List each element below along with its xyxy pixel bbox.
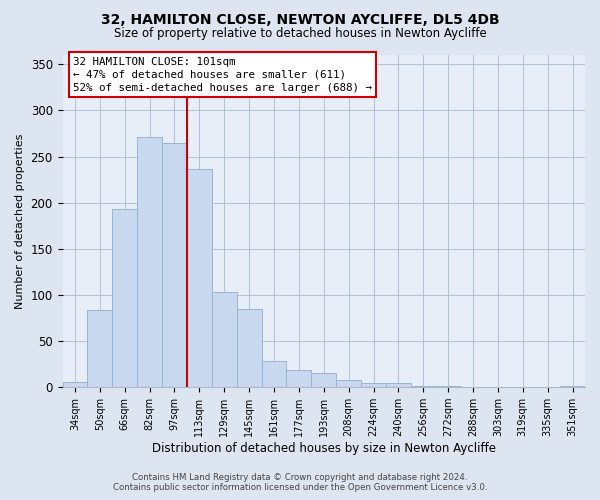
Bar <box>262 362 286 387</box>
Text: Contains HM Land Registry data © Crown copyright and database right 2024.
Contai: Contains HM Land Registry data © Crown c… <box>113 473 487 492</box>
Bar <box>212 292 236 387</box>
Text: 32, HAMILTON CLOSE, NEWTON AYCLIFFE, DL5 4DB: 32, HAMILTON CLOSE, NEWTON AYCLIFFE, DL5… <box>101 12 499 26</box>
Text: Size of property relative to detached houses in Newton Aycliffe: Size of property relative to detached ho… <box>113 26 487 40</box>
Y-axis label: Number of detached properties: Number of detached properties <box>15 134 25 309</box>
Bar <box>112 209 137 387</box>
Bar <box>62 382 88 387</box>
Text: 32 HAMILTON CLOSE: 101sqm
← 47% of detached houses are smaller (611)
52% of semi: 32 HAMILTON CLOSE: 101sqm ← 47% of detac… <box>73 56 372 93</box>
Bar <box>236 309 262 387</box>
Bar <box>162 142 187 387</box>
Bar <box>411 386 436 387</box>
Bar <box>286 370 311 387</box>
Bar <box>137 137 162 387</box>
Bar <box>88 310 112 387</box>
Bar <box>361 382 386 387</box>
X-axis label: Distribution of detached houses by size in Newton Aycliffe: Distribution of detached houses by size … <box>152 442 496 455</box>
Bar <box>311 374 336 387</box>
Bar <box>386 382 411 387</box>
Bar <box>336 380 361 387</box>
Bar <box>436 386 461 387</box>
Bar <box>187 168 212 387</box>
Bar <box>560 386 585 387</box>
